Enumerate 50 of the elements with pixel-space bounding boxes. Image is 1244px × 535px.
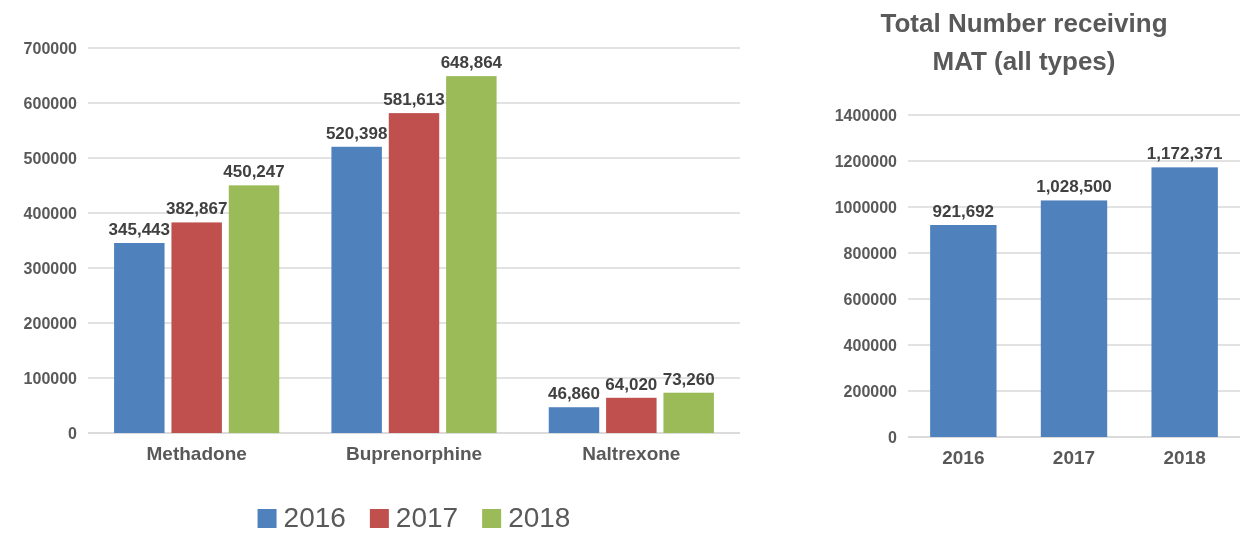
x-tick-label: 2018 xyxy=(1163,447,1206,469)
legend-label: 2018 xyxy=(508,502,571,533)
bar xyxy=(114,243,165,433)
data-label: 581,613 xyxy=(383,90,445,110)
data-label: 382,867 xyxy=(165,199,228,219)
data-label: 46,860 xyxy=(547,384,600,404)
data-label: 1,172,371 xyxy=(1146,144,1223,164)
bar xyxy=(548,407,600,433)
bar xyxy=(1040,200,1108,437)
data-label: 648,864 xyxy=(440,53,503,73)
y-tick-label: 200000 xyxy=(843,382,898,400)
data-label: 921,692 xyxy=(932,202,995,222)
x-tick-label: 2016 xyxy=(942,447,985,469)
y-tick-label: 0 xyxy=(68,424,78,442)
bar xyxy=(663,392,714,433)
bar xyxy=(228,185,280,433)
chart-title: Total Number receiving MAT (all types) xyxy=(880,8,1168,76)
data-label: 450,247 xyxy=(223,162,285,182)
y-tick-label: 500000 xyxy=(23,149,78,167)
legend-label: 2016 xyxy=(283,502,346,533)
bar xyxy=(446,76,497,433)
y-tick-label: 600000 xyxy=(23,94,78,112)
x-tick-label: Methadone xyxy=(146,443,247,465)
data-label: 64,020 xyxy=(605,374,658,394)
data-label: 345,443 xyxy=(108,220,171,240)
y-tick-label: 200000 xyxy=(23,314,78,332)
data-label: 73,260 xyxy=(662,369,715,389)
bar xyxy=(388,113,440,433)
bar xyxy=(930,225,997,437)
data-label: 520,398 xyxy=(325,123,388,143)
y-tick-label: 1400000 xyxy=(834,106,898,124)
y-tick-label: 400000 xyxy=(23,204,78,222)
y-tick-label: 600000 xyxy=(843,290,898,308)
legend-label: 2017 xyxy=(395,502,459,533)
bar xyxy=(1151,167,1218,437)
x-tick-label: 2017 xyxy=(1052,447,1096,469)
bar xyxy=(331,146,382,433)
y-tick-label: 100000 xyxy=(23,369,78,387)
data-label: 1,028,500 xyxy=(1036,177,1112,197)
x-tick-label: Naltrexone xyxy=(582,443,681,465)
y-tick-label: 300000 xyxy=(23,259,78,277)
bar xyxy=(171,222,222,433)
y-tick-label: 1000000 xyxy=(834,198,898,216)
y-tick-label: 400000 xyxy=(843,336,898,354)
y-tick-label: 800000 xyxy=(843,244,898,262)
bar xyxy=(606,397,657,433)
y-tick-label: 1200000 xyxy=(834,152,898,170)
y-tick-label: 0 xyxy=(888,428,898,446)
x-tick-label: Buprenorphine xyxy=(345,443,483,465)
y-tick-label: 700000 xyxy=(23,39,78,57)
